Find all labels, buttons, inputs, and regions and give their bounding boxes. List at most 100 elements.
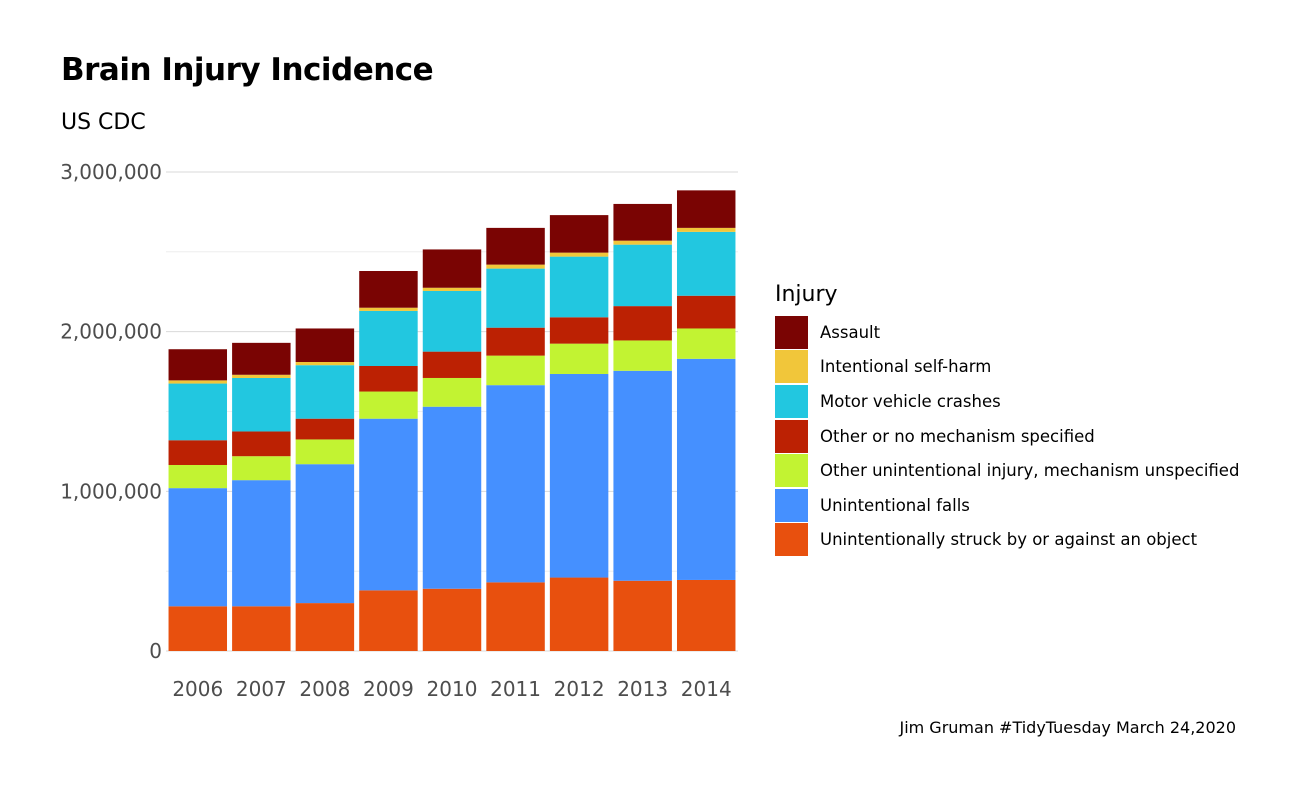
bar-segment — [613, 203, 672, 241]
bar-segment — [295, 328, 355, 363]
bar-segment — [676, 328, 736, 359]
legend-item: Other unintentional injury, mechanism un… — [775, 453, 1239, 488]
bar-stack-2012 — [549, 215, 609, 651]
x-tick-label: 2008 — [299, 677, 350, 701]
legend-label: Unintentional falls — [820, 495, 970, 515]
bar-segment — [422, 588, 482, 651]
bar-segment — [676, 227, 736, 232]
legend-item: Unintentionally struck by or against an … — [775, 523, 1239, 558]
bar-stack-2014 — [676, 190, 736, 651]
bar-segment — [486, 327, 545, 356]
legend-label: Other or no mechanism specified — [820, 426, 1095, 446]
bar-segment — [613, 306, 672, 341]
bar-segment — [232, 374, 291, 378]
legend-swatch — [775, 315, 808, 349]
legend-label: Motor vehicle crashes — [820, 391, 1001, 411]
bar-segment — [422, 406, 482, 589]
bars — [168, 190, 736, 651]
chart-caption: Jim Gruman #TidyTuesday March 24,2020 — [899, 718, 1236, 737]
bar-segment — [549, 373, 609, 578]
legend-item: Intentional self-harm — [775, 350, 1239, 385]
x-tick-label: 2014 — [681, 677, 732, 701]
bar-segment — [359, 590, 418, 651]
x-tick-label: 2007 — [236, 677, 287, 701]
legend-label: Other unintentional injury, mechanism un… — [820, 461, 1240, 481]
bar-segment — [549, 317, 609, 344]
x-tick-label: 2013 — [617, 677, 668, 701]
bar-segment — [359, 270, 418, 308]
bar-segment — [422, 287, 482, 291]
bar-segment — [232, 377, 291, 432]
bar-stack-2010 — [422, 249, 482, 651]
legend-item: Motor vehicle crashes — [775, 384, 1239, 419]
bar-segment — [168, 488, 228, 607]
bar-segment — [549, 215, 609, 253]
bar-segment — [359, 365, 418, 392]
bar-segment — [549, 252, 609, 257]
bar-segment — [676, 579, 736, 651]
bar-segment — [359, 391, 418, 419]
bar-segment — [295, 418, 355, 440]
y-axis: 0 1,000,000 2,000,000 3,000,000 — [60, 160, 162, 663]
bar-segment — [168, 606, 228, 651]
bar-segment — [613, 244, 672, 307]
legend-swatch — [775, 454, 808, 488]
bar-segment — [486, 227, 545, 265]
bar-segment — [676, 358, 736, 580]
bar-stack-2008 — [295, 328, 355, 651]
legend-title: Injury — [775, 282, 838, 307]
bar-segment — [295, 362, 355, 366]
legend: Injury Assault Intentional self-harm Motor… — [775, 282, 1239, 557]
legend-swatch — [775, 384, 808, 418]
bar-segment — [486, 264, 545, 269]
bar-segment — [232, 480, 291, 607]
legend-items: Assault Intentional self-harm Motor vehicl… — [775, 315, 1239, 557]
bar-segment — [549, 343, 609, 374]
bar-segment — [676, 190, 736, 228]
bar-segment — [168, 440, 228, 465]
bar-segment — [232, 456, 291, 481]
bar-segment — [168, 383, 228, 441]
bar-segment — [232, 342, 291, 375]
bar-segment — [549, 577, 609, 651]
bar-segment — [359, 310, 418, 366]
legend-label: Assault — [820, 322, 881, 342]
bar-segment — [549, 256, 609, 318]
y-tick-label: 3,000,000 — [60, 160, 162, 184]
legend-swatch — [775, 419, 808, 453]
bar-segment — [232, 431, 291, 457]
bar-segment — [168, 349, 228, 381]
bar-segment — [295, 603, 355, 651]
bar-stack-2013 — [613, 203, 672, 651]
bar-segment — [486, 582, 545, 651]
legend-swatch — [775, 523, 808, 557]
legend-swatch — [775, 350, 808, 384]
bar-segment — [168, 464, 228, 489]
legend-label: Unintentionally struck by or against an … — [820, 530, 1198, 550]
legend-item: Other or no mechanism specified — [775, 419, 1239, 454]
x-tick-label: 2009 — [363, 677, 414, 701]
y-tick-label: 2,000,000 — [60, 320, 162, 344]
bar-segment — [295, 464, 355, 604]
y-tick-label: 0 — [149, 639, 162, 663]
y-tick-label: 1,000,000 — [60, 479, 162, 503]
bar-stack-2011 — [486, 227, 545, 651]
legend-item: Unintentional falls — [775, 488, 1239, 523]
bar-segment — [676, 295, 736, 329]
bar-segment — [359, 307, 418, 311]
chart-subtitle: US CDC — [61, 110, 146, 135]
chart-title: Brain Injury Incidence — [61, 52, 434, 88]
bar-segment — [359, 418, 418, 591]
bar-segment — [613, 370, 672, 581]
x-axis: 2006 2007 2008 2009 2010 2011 2012 2013 2014 — [172, 677, 731, 701]
bar-stack-2007 — [232, 342, 291, 651]
bar-stack-2009 — [359, 270, 418, 651]
bar-segment — [486, 385, 545, 583]
legend-item: Assault — [775, 315, 1239, 350]
bar-segment — [676, 231, 736, 296]
bar-segment — [422, 290, 482, 352]
bar-segment — [422, 351, 482, 378]
bar-segment — [613, 580, 672, 651]
legend-label: Intentional self-harm — [820, 357, 992, 377]
